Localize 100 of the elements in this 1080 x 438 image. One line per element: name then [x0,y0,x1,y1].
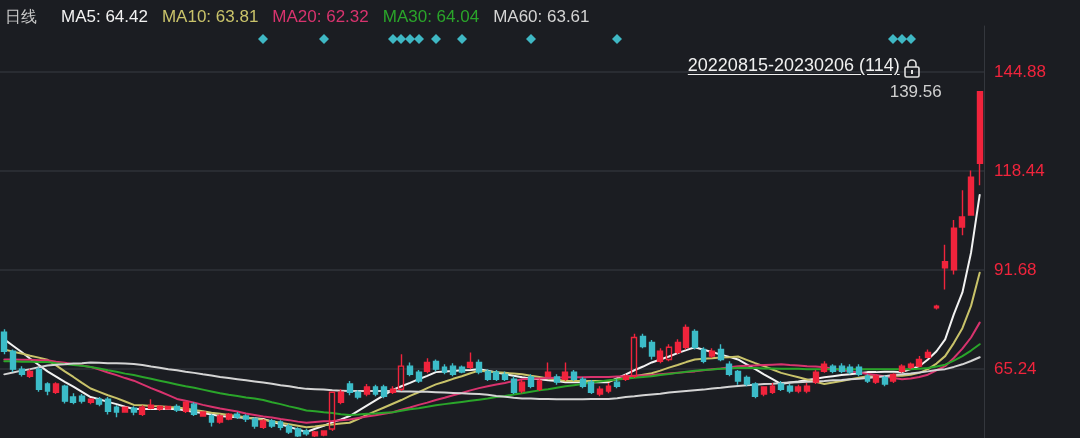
candlestick [277,419,284,431]
candlestick [751,381,759,399]
candlestick [216,413,224,425]
y-tick-label: 118.44 [994,160,1045,180]
candlestick [380,384,388,399]
candlestick [397,353,405,392]
candlestick [113,404,120,418]
candlestick [26,368,34,379]
candlestick [829,363,837,374]
candlestick [432,358,440,373]
annotation: 20220815-20230206 (114) [687,55,900,76]
candlestick [527,373,535,389]
text: MA5: 64.42 [61,7,148,26]
candlestick [9,348,17,373]
candlestick [208,413,215,428]
candlestick [682,323,690,351]
candlestick [812,369,820,385]
y-tick-label: 144.88 [994,62,1046,82]
candlestick [302,428,310,437]
candlestick [725,360,733,377]
candlestick [104,396,112,416]
candlestick [838,362,846,374]
candlestick [570,369,578,382]
candlestick [760,385,768,398]
line-series [3,343,981,416]
candlestick [61,384,69,405]
candlestick [769,382,776,395]
candlestick [173,403,181,413]
candlestick [579,376,587,389]
candlestick [320,429,328,437]
candlestick [44,381,51,396]
candlestick [199,411,207,417]
candlestick [346,380,354,396]
annotation: 139.56 [889,82,942,102]
candlestick [613,378,621,389]
candlestick [915,355,923,368]
candlestick [372,384,379,398]
candlestick [311,430,319,438]
candlestick [130,405,138,416]
candlestick [501,370,509,382]
candlestick [786,383,794,395]
candlestick [708,347,716,359]
candlestick [846,363,854,376]
candlestick [674,338,682,355]
candlestick [225,412,233,421]
candlestick [492,369,500,382]
candlestick [734,369,742,386]
line-series [3,321,981,424]
candlestick [561,361,569,382]
candlestick [881,374,889,387]
candlestick [553,373,561,386]
candlestick [354,389,362,400]
candlestick [700,346,707,364]
candlestick [820,360,828,374]
candlestick [87,397,95,405]
candlestick [458,364,466,374]
candlestick [363,383,371,398]
candlestick [510,375,518,395]
candlestick [441,363,448,376]
candlestick [484,368,492,382]
candlestick [138,404,146,417]
candlestick [924,348,932,360]
candlestick [0,328,8,355]
candlestick [95,396,103,408]
candlestick [423,357,431,374]
candlestick [855,363,863,377]
text: MA60: 63.61 [493,7,590,26]
candlestick [889,372,897,384]
candlestick [907,361,915,370]
candlestick [233,411,241,420]
candlestick [648,339,656,361]
candlestick [259,418,267,430]
candlestick [864,373,871,384]
candlestick [656,347,664,364]
candlestick [328,391,336,432]
candlestick [466,351,474,370]
candlestick [872,373,880,385]
candlestick [147,398,155,411]
candlestick [449,362,457,377]
text: MA20: 62.32 [272,7,369,26]
candlestick [69,392,77,405]
candlestick [743,374,751,387]
candlestick [294,426,302,438]
candlestick [665,343,673,363]
candlestick [976,90,984,186]
candlestick [121,406,129,413]
candlestick [518,379,526,395]
candlestick [622,373,630,382]
candlestick [52,381,60,395]
candlestick [268,418,276,429]
line-series [3,356,981,401]
candlestick [18,365,26,378]
candlestick [475,358,483,376]
candlestick [596,385,604,398]
candlestick [182,400,190,414]
candlestick [337,388,345,405]
y-tick-label: 65.24 [994,358,1037,378]
candlestick [156,404,164,412]
candlestick [605,382,612,395]
chart-title: 日线 [5,7,37,25]
